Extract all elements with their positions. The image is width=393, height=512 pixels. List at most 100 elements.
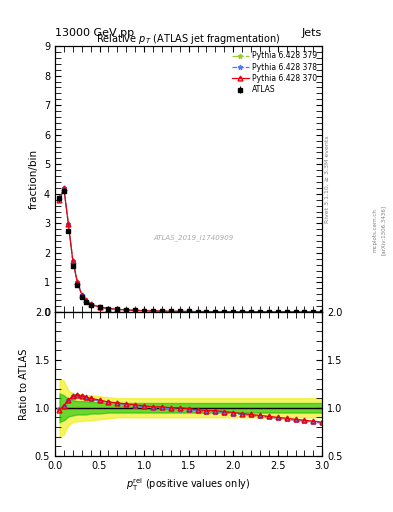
Pythia 6.428 370 [320,309,325,315]
Pythia 6.428 370 [257,309,262,315]
Pythia 6.428 379 [133,307,138,313]
Pythia 6.428 379 [240,309,244,315]
Pythia 6.428 379 [311,309,316,315]
Pythia 6.428 379 [204,309,209,315]
Pythia 6.428 378 [213,309,218,315]
Pythia 6.428 370 [231,309,235,315]
Title: Relative $p_{T}$ (ATLAS jet fragmentation): Relative $p_{T}$ (ATLAS jet fragmentatio… [96,32,281,46]
Pythia 6.428 378 [106,306,111,312]
Pythia 6.428 370 [266,309,271,315]
Pythia 6.428 379 [75,279,80,285]
Pythia 6.428 370 [151,308,155,314]
Pythia 6.428 378 [124,307,129,313]
Pythia 6.428 378 [275,309,280,315]
Pythia 6.428 378 [160,308,164,314]
Text: Jets: Jets [302,28,322,38]
Text: 13000 GeV pp: 13000 GeV pp [55,28,134,38]
Legend: Pythia 6.428 379, Pythia 6.428 378, Pythia 6.428 370, ATLAS: Pythia 6.428 379, Pythia 6.428 378, Pyth… [230,50,318,96]
Pythia 6.428 370 [213,309,218,315]
Text: mcplots.cern.ch: mcplots.cern.ch [373,208,378,252]
Pythia 6.428 379 [142,308,147,314]
Pythia 6.428 378 [186,308,191,314]
Pythia 6.428 378 [195,309,200,315]
Pythia 6.428 378 [70,258,75,264]
Pythia 6.428 379 [249,309,253,315]
Y-axis label: Rivet 3.1.10, ≥ 3.3M events: Rivet 3.1.10, ≥ 3.3M events [325,135,330,223]
Pythia 6.428 379 [88,301,93,307]
Pythia 6.428 379 [66,221,71,227]
Pythia 6.428 370 [133,307,138,313]
Pythia 6.428 378 [266,309,271,315]
Pythia 6.428 378 [284,309,289,315]
Pythia 6.428 379 [302,309,307,315]
Pythia 6.428 379 [266,309,271,315]
Pythia 6.428 379 [169,308,173,314]
Pythia 6.428 370 [284,309,289,315]
Pythia 6.428 378 [257,309,262,315]
Pythia 6.428 379 [124,307,129,313]
Line: Pythia 6.428 370: Pythia 6.428 370 [57,186,325,314]
Pythia 6.428 370 [57,198,62,204]
Text: ATLAS_2019_I1740909: ATLAS_2019_I1740909 [154,234,234,241]
Pythia 6.428 378 [249,309,253,315]
Line: Pythia 6.428 379: Pythia 6.428 379 [57,186,325,314]
Pythia 6.428 379 [115,306,120,312]
Pythia 6.428 379 [195,309,200,315]
Pythia 6.428 370 [75,279,80,285]
Pythia 6.428 378 [302,309,307,315]
Pythia 6.428 378 [66,221,71,227]
Pythia 6.428 379 [213,309,218,315]
Pythia 6.428 378 [57,196,62,202]
Pythia 6.428 370 [62,185,66,191]
Pythia 6.428 370 [302,309,307,315]
Pythia 6.428 378 [115,306,120,312]
Pythia 6.428 370 [142,308,147,314]
Pythia 6.428 370 [97,304,102,310]
Pythia 6.428 370 [79,292,84,298]
Pythia 6.428 379 [257,309,262,315]
Pythia 6.428 379 [177,308,182,314]
Pythia 6.428 370 [177,308,182,314]
Pythia 6.428 378 [293,309,298,315]
Pythia 6.428 378 [240,309,244,315]
Pythia 6.428 378 [177,308,182,314]
Pythia 6.428 378 [75,279,80,285]
X-axis label: $p_{\mathrm{T}}^{\mathrm{rel}}$ (positive values only): $p_{\mathrm{T}}^{\mathrm{rel}}$ (positiv… [127,476,251,493]
Pythia 6.428 378 [231,309,235,315]
Pythia 6.428 378 [88,301,93,307]
Pythia 6.428 379 [84,297,88,304]
Pythia 6.428 370 [106,306,111,312]
Pythia 6.428 378 [84,297,88,304]
Pythia 6.428 370 [124,307,129,313]
Pythia 6.428 378 [151,308,155,314]
Pythia 6.428 379 [160,308,164,314]
Pythia 6.428 378 [97,304,102,310]
Pythia 6.428 378 [169,308,173,314]
Y-axis label: fraction/bin: fraction/bin [28,149,39,209]
Pythia 6.428 378 [311,309,316,315]
Pythia 6.428 379 [222,309,227,315]
Pythia 6.428 378 [79,292,84,298]
Pythia 6.428 378 [133,307,138,313]
Pythia 6.428 379 [106,306,111,312]
Pythia 6.428 370 [84,297,88,304]
Pythia 6.428 379 [97,304,102,310]
Pythia 6.428 379 [231,309,235,315]
Line: Pythia 6.428 378: Pythia 6.428 378 [57,186,325,314]
Pythia 6.428 370 [160,308,164,314]
Pythia 6.428 370 [222,309,227,315]
Pythia 6.428 378 [222,309,227,315]
Pythia 6.428 379 [57,196,62,202]
Pythia 6.428 370 [204,309,209,315]
Pythia 6.428 379 [293,309,298,315]
Pythia 6.428 370 [240,309,244,315]
Pythia 6.428 370 [66,221,71,227]
Pythia 6.428 370 [70,258,75,264]
Pythia 6.428 379 [62,185,66,191]
Pythia 6.428 378 [142,308,147,314]
Pythia 6.428 378 [62,185,66,191]
Pythia 6.428 370 [293,309,298,315]
Pythia 6.428 379 [79,292,84,298]
Text: [arXiv:1306.3436]: [arXiv:1306.3436] [381,205,386,255]
Pythia 6.428 370 [275,309,280,315]
